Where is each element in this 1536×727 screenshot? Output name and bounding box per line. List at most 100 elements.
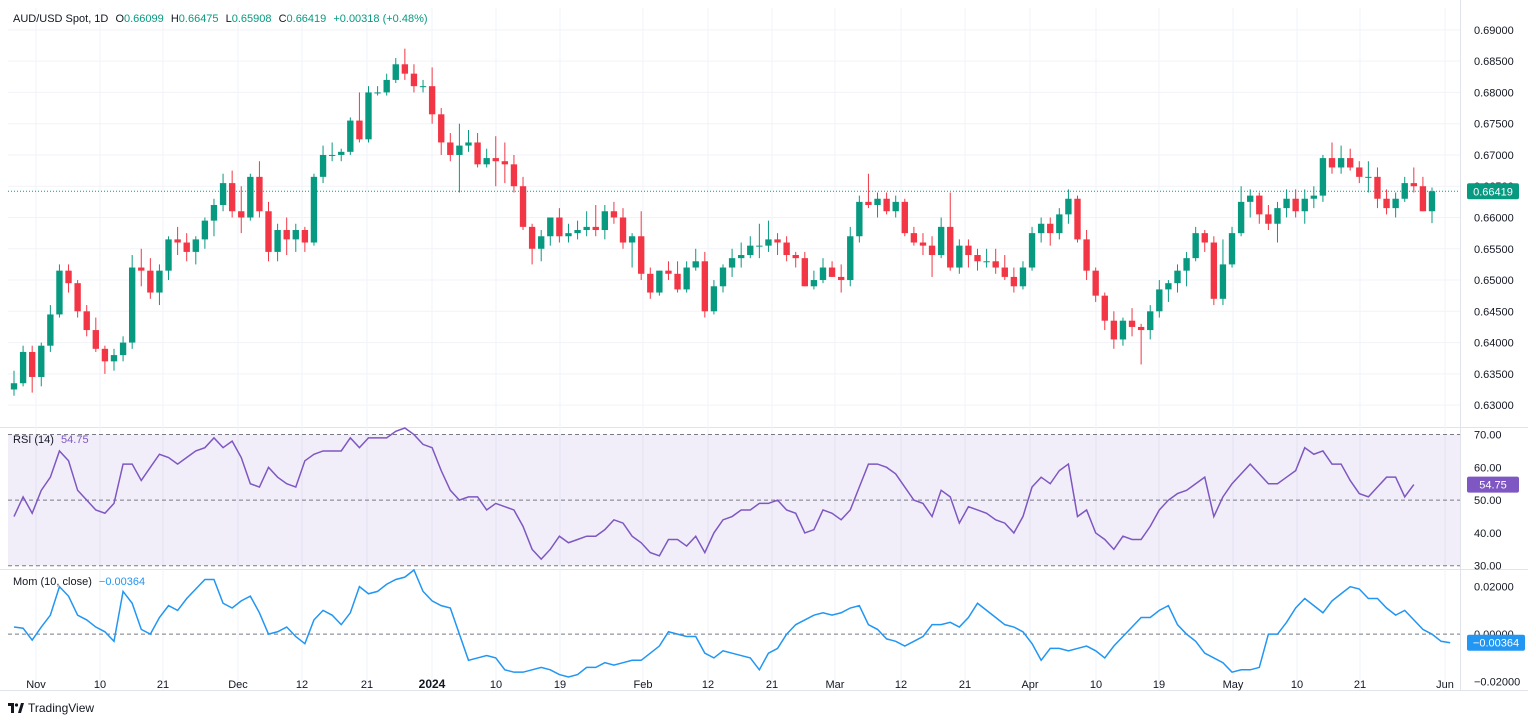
candle-body — [1419, 186, 1427, 212]
open-label: O — [115, 13, 124, 25]
x-tick-label: 10 — [1090, 679, 1102, 691]
candle-body — [1174, 270, 1181, 284]
candle-body — [483, 158, 490, 165]
candle — [665, 261, 672, 281]
candle — [801, 251, 808, 287]
candle-body — [83, 311, 90, 331]
candle-body — [1228, 233, 1236, 265]
mom-label: Mom (10, close) — [13, 576, 92, 588]
candle — [883, 192, 890, 215]
candle — [156, 264, 163, 306]
price-tick-label: 0.65500 — [1474, 244, 1514, 256]
price-tick-label: 0.68000 — [1474, 87, 1514, 99]
candle-body — [210, 204, 218, 221]
candle-body — [801, 258, 808, 287]
candle — [583, 211, 590, 237]
candle-body — [428, 86, 436, 115]
candle-body — [219, 183, 227, 205]
candle-body — [1310, 195, 1318, 199]
candle-body — [1065, 198, 1072, 215]
x-tick-label: Nov — [26, 679, 46, 691]
candle-body — [992, 261, 999, 268]
candle — [892, 195, 899, 218]
candle-body — [1347, 158, 1354, 168]
candle — [283, 217, 290, 256]
candle-body — [1192, 233, 1199, 259]
candle — [592, 204, 599, 237]
candle — [383, 73, 390, 96]
mom-tick-label: 0.02000 — [1474, 582, 1514, 594]
candle-body — [1092, 270, 1099, 296]
rsi-tag — [1467, 476, 1519, 493]
candle-body — [465, 142, 472, 146]
candle — [928, 236, 936, 277]
candle — [647, 267, 654, 299]
candle — [1001, 255, 1008, 281]
candle — [1410, 167, 1418, 193]
candle — [783, 236, 790, 262]
candle-body — [1137, 326, 1145, 331]
candle-body — [19, 351, 27, 384]
low-label: L — [225, 13, 232, 25]
candle — [874, 192, 881, 218]
candle-body — [728, 258, 736, 268]
close-label: C — [278, 13, 287, 25]
change-value: +0.00318 (+0.48%) — [333, 13, 428, 25]
candle — [1328, 142, 1336, 174]
candle — [901, 198, 908, 237]
candle-body — [1128, 320, 1136, 327]
candle — [292, 223, 299, 252]
price-tick-label: 0.65000 — [1474, 275, 1514, 287]
candle-body — [1210, 242, 1218, 299]
candle-body — [965, 245, 972, 256]
candle — [510, 154, 518, 193]
candle-body — [1374, 176, 1381, 199]
candle-body — [1019, 267, 1027, 287]
rsi-legend: RSI (14) 54.75 — [13, 434, 93, 446]
candle-body — [383, 79, 390, 93]
candle — [1310, 186, 1318, 209]
candle-body — [1028, 233, 1036, 268]
close-value: 0.66419 — [286, 13, 327, 25]
candle — [1074, 195, 1081, 243]
candle-body — [301, 230, 309, 243]
candle — [1292, 189, 1299, 218]
candle-body — [1392, 198, 1399, 209]
axis-layer: Nov 10 21 Dec 12 21 2024 10 19 Feb 12 21 Mar 12 21 Apr 1… — [26, 25, 1520, 691]
tradingview-logo[interactable]: TradingView — [8, 701, 94, 715]
candle-body — [683, 267, 690, 290]
candlestick-series — [8, 48, 1460, 396]
candle-body — [501, 161, 509, 165]
candle-body — [528, 226, 536, 249]
candle — [656, 270, 663, 296]
candle — [965, 239, 972, 268]
x-tick-label: 21 — [959, 679, 971, 691]
x-tick-label: Apr — [1021, 679, 1038, 691]
candle-body — [583, 226, 590, 231]
rsi-tick-label: 60.00 — [1474, 462, 1502, 474]
rsi-tag-text: 54.75 — [1479, 480, 1507, 492]
candle-body — [919, 242, 927, 246]
last-price-tag-text: 0.66419 — [1473, 186, 1513, 198]
candle-body — [92, 330, 99, 349]
candle-body — [828, 267, 836, 277]
candle — [674, 261, 681, 293]
rsi-tick-label: 50.00 — [1474, 495, 1502, 507]
candle — [65, 264, 72, 293]
x-tick-label: 10 — [94, 679, 106, 691]
candle — [638, 211, 645, 281]
candle-body — [510, 164, 518, 187]
candle-body — [238, 211, 245, 218]
candle-body — [1247, 195, 1254, 202]
candle — [1265, 204, 1272, 231]
candle-body — [747, 245, 754, 256]
candle-body — [201, 220, 209, 240]
x-tick-label: Dec — [228, 679, 248, 691]
candle — [1165, 280, 1172, 302]
candle — [1337, 145, 1345, 174]
candle-body — [438, 114, 445, 143]
candle — [1019, 261, 1027, 290]
candle — [356, 92, 363, 143]
